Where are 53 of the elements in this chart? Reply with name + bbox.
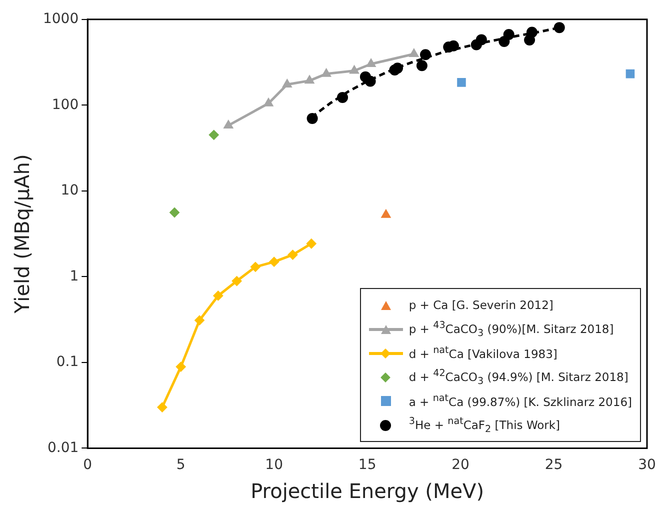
point [304,75,314,84]
point [457,78,466,87]
point [409,48,419,57]
point [392,62,404,74]
point [250,262,260,272]
point [364,76,376,87]
point [288,250,298,260]
point [208,130,219,140]
legend-label: d + $^{nat}$Ca [Vakilova 1983] [408,345,558,362]
y-tick-label: 100 [52,96,79,113]
x-tick-label: 25 [544,457,563,474]
y-tick-label: 1000 [42,11,79,28]
point [306,238,316,249]
x-tick-label: 0 [83,457,92,474]
x-tick-label: 15 [358,457,376,474]
point [626,69,635,78]
point [554,22,565,34]
point [224,120,234,128]
legend-label: p + Ca [G. Severin 2012] [408,298,554,312]
y-tick-label: 0.01 [47,440,79,456]
legend-label: d + $^{42}$CaCO$_{3}$ (94.9%) [M. Sitarz 2018] [408,368,628,387]
point [264,98,274,106]
point [366,58,376,67]
legend-label: p + $^{43}$CaCO$_{3}$ (90%)[M. Sitarz 2018] [408,320,614,339]
point [213,290,224,301]
legend-label: a + $^{nat}$Ca (99.87%) [K. Szklinarz 2016] [408,393,632,410]
point [526,26,538,38]
x-tick-label: 20 [452,457,470,474]
x-tick-label: 30 [638,457,656,474]
point [194,315,205,326]
point [381,209,391,218]
y-tick-label: 10 [60,182,79,199]
legend-label: $^{3}$He + $^{nat}$CaF$_{2}$ [This Work] [408,416,560,435]
x-tick-label: 5 [176,457,186,474]
x-axis-title: Projectile Energy (MeV) [250,479,484,504]
point [420,49,431,60]
point [337,92,348,103]
point [416,60,428,72]
point [306,112,318,124]
point [269,256,280,267]
point [503,29,514,40]
y-tick-label: 0.1 [56,354,79,370]
point [349,65,360,74]
point [232,276,242,286]
y-tick-label: 1 [70,268,79,284]
point [170,208,180,218]
point [176,362,186,372]
point [282,79,292,88]
y-axis-title: Yield (MBq/μAh) [10,154,34,314]
point [157,402,168,412]
x-tick-label: 10 [265,457,283,474]
point [476,34,487,46]
point [321,68,332,77]
